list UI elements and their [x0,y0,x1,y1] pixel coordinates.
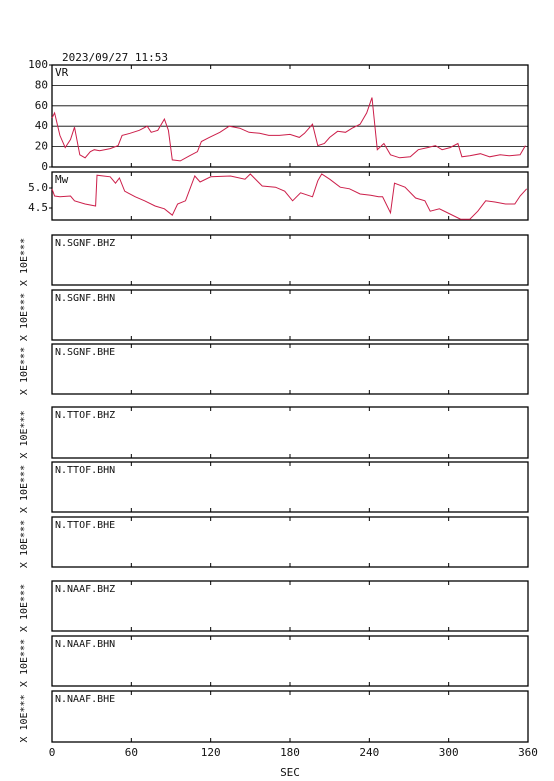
panel-label: N.TTOF.BHN [55,465,115,476]
y-tick-label: 0 [41,160,48,173]
panel-frame [51,343,529,395]
x-tick-label: 180 [280,746,300,759]
y-axis-label: X 10E*** [19,520,30,568]
y-axis-label: X 10E*** [19,410,30,458]
y-tick-label: 60 [35,99,48,112]
panel-label: N.TTOF.BHE [55,520,115,531]
y-tick-label: 5.0 [28,181,48,194]
y-axis-label: X 10E*** [19,584,30,632]
panel-label: N.SGNF.BHN [55,293,115,304]
y-tick-label: 20 [35,140,48,153]
panel-label: N.NAAF.BHE [55,694,115,705]
trace [51,97,526,162]
panel-label: VR [55,66,69,79]
y-axis-label: X 10E*** [19,293,30,341]
y-axis-label: X 10E*** [19,639,30,687]
panel-label: N.SGNF.BHE [55,347,115,358]
timestamp: 2023/09/27 11:53 [62,51,168,64]
y-tick-label: 4.5 [28,201,48,214]
panel-label: N.NAAF.BHZ [55,584,115,595]
panel-frame [51,64,529,168]
y-axis-label: X 10E*** [19,465,30,513]
y-axis-label: X 10E*** [19,238,30,286]
x-tick-label: 240 [359,746,379,759]
x-axis-label: SEC [280,766,300,779]
y-axis-label: X 10E*** [19,347,30,395]
panel-frame [51,406,529,459]
panel-frame [51,690,529,743]
panel-frame [51,635,529,687]
y-tick-label: 80 [35,78,48,91]
panel-frame [51,516,529,568]
panel-frame [51,289,529,341]
panel-frame [51,234,529,286]
x-tick-label: 300 [439,746,459,759]
x-tick-label: 60 [125,746,138,759]
panel-label: N.SGNF.BHZ [55,238,115,249]
panel-frame [51,580,529,632]
panel-label: Mw [55,173,69,186]
trace [51,173,528,220]
x-tick-label: 120 [201,746,221,759]
panel-label: N.TTOF.BHZ [55,410,115,421]
x-tick-label: 0 [49,746,56,759]
panel-frame [51,171,529,221]
panel-frame [51,461,529,513]
y-tick-label: 40 [35,119,48,132]
panel-label: N.NAAF.BHN [55,639,115,650]
y-axis-label: X 10E*** [19,694,30,742]
y-tick-label: 100 [28,58,48,71]
x-tick-label: 360 [518,746,538,759]
